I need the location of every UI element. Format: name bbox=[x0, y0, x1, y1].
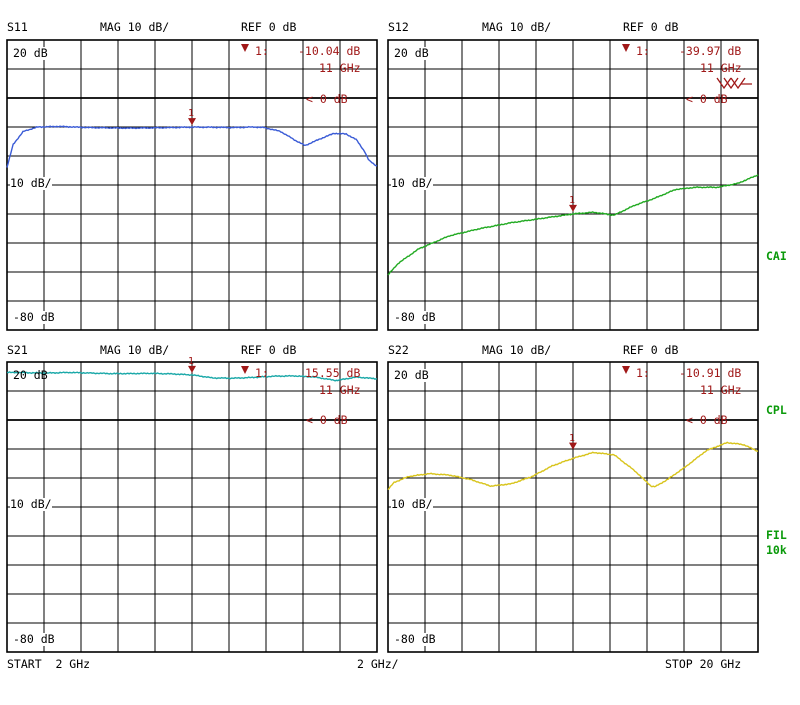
s12-top-tick: 20 dB bbox=[394, 46, 429, 60]
s12-active-marker-icon bbox=[622, 44, 630, 52]
cal-indicator: CAI bbox=[766, 249, 787, 263]
s22-trace bbox=[387, 441, 759, 491]
s22-ref-marker: < 0 dB bbox=[686, 413, 728, 427]
s22-ref-label: REF 0 dB bbox=[623, 343, 679, 357]
s12-marker-value: -39.97 dB bbox=[679, 44, 742, 58]
s21-mid-tick: 10 dB/ bbox=[10, 497, 52, 511]
s12-title: S12 bbox=[388, 20, 409, 34]
s21-marker-value: 15.55 dB bbox=[305, 366, 361, 380]
s21-title: S21 bbox=[7, 343, 28, 357]
s12-marker-label: 1: bbox=[636, 44, 650, 58]
start-frequency: START 2 GHz bbox=[7, 657, 91, 671]
s11-mid-tick: 10 dB/ bbox=[10, 176, 52, 190]
s22-mag-label: MAG 10 dB/ bbox=[482, 343, 552, 357]
s22-panel bbox=[387, 361, 759, 653]
s21-ref-marker: < 0 dB bbox=[306, 413, 348, 427]
s22-bottom-tick: -80 dB bbox=[394, 632, 436, 646]
s12-bottom-tick: -80 dB bbox=[394, 310, 436, 324]
s11-top-tick: 20 dB bbox=[13, 46, 48, 60]
cal-logo bbox=[716, 77, 752, 90]
s12-marker-triangle bbox=[569, 204, 577, 212]
s11-marker-value: -10.04 dB bbox=[298, 44, 361, 58]
s11-mag-label: MAG 10 dB/ bbox=[100, 20, 170, 34]
s11-marker-triangle bbox=[188, 118, 196, 126]
s21-marker-freq: 11 GHz bbox=[319, 383, 361, 397]
s11-ref-marker: < 0 dB bbox=[306, 92, 348, 106]
s11-ref-label: REF 0 dB bbox=[241, 20, 297, 34]
s11-title: S11 bbox=[7, 20, 28, 34]
s21-panel bbox=[6, 361, 378, 653]
s21-marker-number: 1 bbox=[188, 356, 195, 367]
s21-ref-label: REF 0 dB bbox=[241, 343, 297, 357]
s12-panel bbox=[387, 39, 759, 331]
stop-frequency: STOP 20 GHz bbox=[665, 657, 742, 671]
s22-marker-label: 1: bbox=[636, 366, 650, 380]
s21-mag-label: MAG 10 dB/ bbox=[100, 343, 170, 357]
s11-marker-label: 1: bbox=[255, 44, 269, 58]
s11-bottom-tick: -80 dB bbox=[13, 310, 55, 324]
s21-marker-label: 1: bbox=[255, 366, 269, 380]
s12-marker-number: 1 bbox=[569, 195, 576, 206]
s21-marker-triangle bbox=[188, 365, 196, 373]
s22-marker-value: -10.91 dB bbox=[679, 366, 742, 380]
s22-marker-triangle bbox=[569, 442, 577, 450]
s21-active-marker-icon bbox=[241, 366, 249, 374]
filter-indicator: FIL bbox=[766, 528, 787, 542]
s21-trace bbox=[6, 371, 378, 382]
s12-marker-freq: 11 GHz bbox=[700, 61, 742, 75]
s21-bottom-tick: -80 dB bbox=[13, 632, 55, 646]
s12-mag-label: MAG 10 dB/ bbox=[482, 20, 552, 34]
s22-marker-number: 1 bbox=[569, 433, 576, 444]
s11-active-marker-icon bbox=[241, 44, 249, 52]
s12-ref-marker: < 0 dB bbox=[686, 92, 728, 106]
coupled-indicator: CPL bbox=[766, 403, 787, 417]
s11-trace bbox=[6, 125, 378, 168]
filter-bandwidth: 10k bbox=[766, 543, 787, 557]
s22-mid-tick: 10 dB/ bbox=[391, 497, 433, 511]
s11-marker-number: 1 bbox=[188, 108, 195, 119]
s22-marker-freq: 11 GHz bbox=[700, 383, 742, 397]
s12-ref-label: REF 0 dB bbox=[623, 20, 679, 34]
s22-active-marker-icon bbox=[622, 366, 630, 374]
span-per-division: 2 GHz/ bbox=[357, 657, 399, 671]
s12-trace bbox=[387, 174, 759, 276]
s22-top-tick: 20 dB bbox=[394, 368, 429, 382]
s21-top-tick: 20 dB bbox=[13, 368, 48, 382]
s11-marker-freq: 11 GHz bbox=[319, 61, 361, 75]
s11-panel bbox=[6, 39, 378, 331]
s22-title: S22 bbox=[388, 343, 409, 357]
s12-mid-tick: 10 dB/ bbox=[391, 176, 433, 190]
